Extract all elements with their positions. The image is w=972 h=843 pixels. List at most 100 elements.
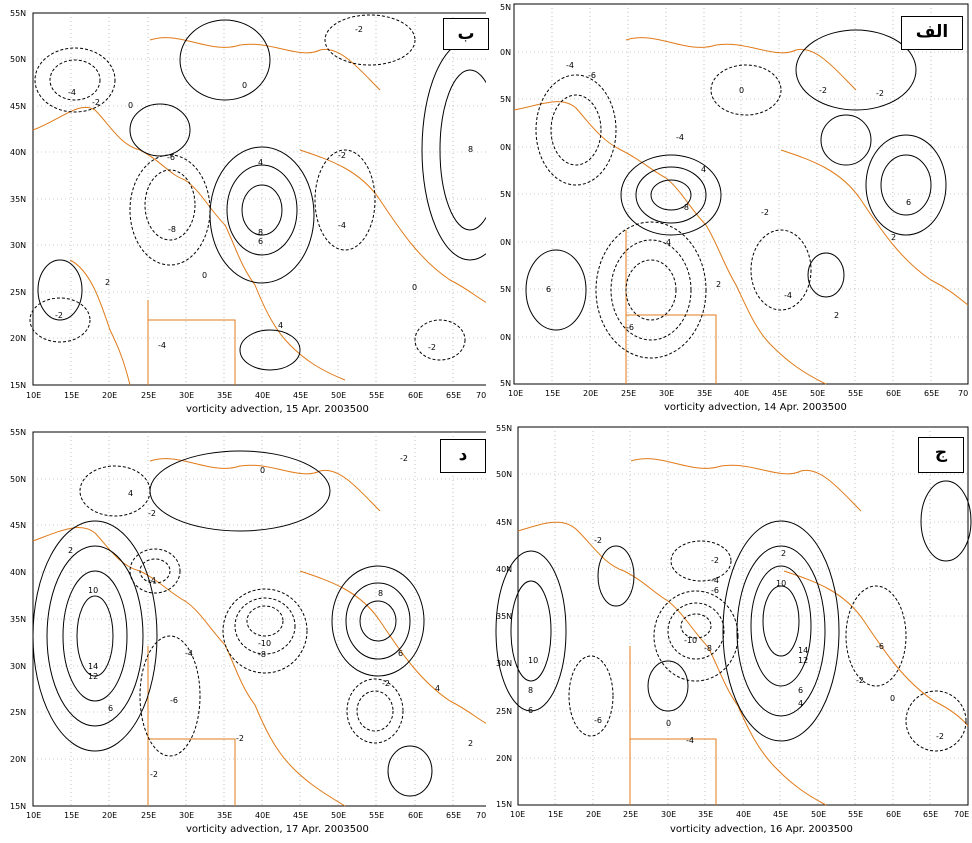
contour-label: 12 bbox=[88, 672, 98, 681]
lon-tick: 40E bbox=[255, 811, 270, 820]
contour-label: 8 bbox=[378, 589, 383, 598]
contour-label: -6 bbox=[170, 696, 178, 705]
lat-tick: 45N bbox=[10, 102, 26, 111]
contour-label: -6 bbox=[876, 642, 884, 651]
lon-tick: 15E bbox=[548, 810, 563, 819]
contour-label: -2 bbox=[711, 556, 719, 565]
contour-label: 4 bbox=[278, 321, 283, 330]
lon-tick-labels: 10E 15E 20E 25E 30E 35E 40E 45E 50E 55E … bbox=[26, 811, 486, 820]
contour-label: 10 bbox=[776, 579, 786, 588]
lat-tick: 50N bbox=[10, 475, 26, 484]
contours-dashed bbox=[29, 14, 466, 361]
lon-tick: 15E bbox=[545, 389, 560, 398]
contour-label: 4 bbox=[258, 158, 263, 167]
lon-tick: 60E bbox=[408, 391, 423, 400]
contour-label: -2 bbox=[856, 676, 864, 685]
lon-tick: 30E bbox=[179, 391, 194, 400]
contour-label: 0 bbox=[890, 694, 895, 703]
map-panel-alef: -4 -6 0 -2 -4 -8 4 -2 6 2 -2 -6 6 -4 2 4… bbox=[486, 0, 972, 421]
lon-tick: 55E bbox=[848, 389, 863, 398]
lon-tick: 15E bbox=[64, 811, 79, 820]
contour-label: -6 bbox=[711, 586, 719, 595]
lon-tick: 40E bbox=[734, 389, 749, 398]
lat-tick: 35N bbox=[10, 195, 26, 204]
lon-tick: 25E bbox=[623, 810, 638, 819]
contour-label: 6 bbox=[258, 237, 263, 246]
contour-label: -2 bbox=[355, 25, 363, 34]
contour-label: 2 bbox=[781, 549, 786, 558]
contour-label: -8 bbox=[258, 650, 266, 659]
contour-label: -2 bbox=[148, 509, 156, 518]
lon-tick: 35E bbox=[217, 391, 232, 400]
contour-label: 0 bbox=[260, 466, 265, 475]
lat-tick: 15N bbox=[496, 800, 512, 809]
lon-tick: 25E bbox=[621, 389, 636, 398]
lat-tick: 50N bbox=[10, 55, 26, 64]
lon-tick: 30E bbox=[659, 389, 674, 398]
contour-label: 6 bbox=[528, 706, 533, 715]
contour-label: 0 bbox=[739, 86, 744, 95]
contour-label: -6 bbox=[626, 323, 634, 332]
lat-tick: 30N bbox=[10, 241, 26, 250]
contour-label: 2 bbox=[105, 278, 110, 287]
lat-tick: 35N bbox=[10, 615, 26, 624]
lon-tick: 60E bbox=[408, 811, 423, 820]
contour-label: 0 bbox=[202, 271, 207, 280]
lat-tick: 45N bbox=[10, 521, 26, 530]
lon-tick: 65E bbox=[446, 391, 461, 400]
map-dal-svg: 0 -2 4 -2 2 -4 10 14 12 6 -4 -6 -10 -8 8… bbox=[10, 428, 486, 820]
lat-tick-labels: 55N 50N 45N 40N 35N 30N 25N 20N 15N bbox=[496, 424, 512, 809]
contour-label: 4 bbox=[701, 165, 706, 174]
contour-label: -4 bbox=[158, 341, 166, 350]
lat-tick: 5N bbox=[500, 190, 511, 199]
contour-label: 4 bbox=[435, 684, 440, 693]
lon-tick: 55E bbox=[369, 811, 384, 820]
contour-label: -4 bbox=[566, 61, 574, 70]
lon-tick: 20E bbox=[102, 811, 117, 820]
lat-tick: 45N bbox=[496, 518, 512, 527]
contour-label: 2 bbox=[891, 233, 896, 242]
contour-label: -2 bbox=[338, 151, 346, 160]
contour-label: 0 bbox=[128, 101, 133, 110]
map-jim-svg: -2 -2 2 -4 -6 -8 -10 10 14 12 6 4 -6 0 -… bbox=[495, 424, 972, 819]
lon-tick: 65E bbox=[924, 389, 939, 398]
contour-label: 0 bbox=[666, 719, 671, 728]
lat-tick: 0N bbox=[500, 333, 511, 342]
panel-caption: vorticity advection, 15 Apr. 2003500 bbox=[186, 404, 369, 415]
panel-label: د bbox=[440, 439, 486, 473]
lon-tick: 50E bbox=[811, 810, 826, 819]
lat-tick: 25N bbox=[10, 288, 26, 297]
lat-tick: 55N bbox=[10, 9, 26, 18]
contours-solid bbox=[495, 480, 972, 742]
contour-labels: -2 -2 2 -4 -6 -8 -10 10 14 12 6 4 -6 0 -… bbox=[528, 536, 944, 745]
lat-tick: 5N bbox=[500, 95, 511, 104]
lon-tick: 55E bbox=[848, 810, 863, 819]
grid-lines bbox=[518, 427, 968, 805]
contour-label: 4 bbox=[128, 489, 133, 498]
contour-label: 6 bbox=[108, 704, 113, 713]
panel-caption: vorticity advection, 14 Apr. 2003500 bbox=[664, 402, 847, 413]
grid-lines bbox=[33, 432, 486, 806]
map-panel-dal: 0 -2 4 -2 2 -4 10 14 12 6 -4 -6 -10 -8 8… bbox=[0, 421, 486, 842]
lat-tick: 25N bbox=[496, 707, 512, 716]
map-frame bbox=[32, 12, 486, 386]
lon-tick: 35E bbox=[698, 810, 713, 819]
contour-label: -6 bbox=[594, 716, 602, 725]
lon-tick-labels: 10E 15E 20E 25E 30E 35E 40E 45E 50E 55E … bbox=[508, 389, 968, 398]
lon-tick: 50E bbox=[810, 389, 825, 398]
lon-tick: 10E bbox=[26, 391, 41, 400]
lat-tick: 55N bbox=[10, 428, 26, 437]
contour-label: -4 bbox=[68, 88, 76, 97]
contour-label: -2 bbox=[382, 679, 390, 688]
coastlines bbox=[513, 37, 969, 385]
lon-tick: 70E bbox=[476, 391, 486, 400]
contour-label: 0 bbox=[412, 283, 417, 292]
lat-tick: 5N bbox=[500, 3, 511, 12]
lat-tick: 0N bbox=[500, 48, 511, 57]
lat-tick: 5N bbox=[500, 285, 511, 294]
lon-tick: 50E bbox=[331, 811, 346, 820]
contour-label: 6 bbox=[906, 198, 911, 207]
contour-label: 10 bbox=[528, 656, 538, 665]
contour-label: 2 bbox=[834, 311, 839, 320]
lat-tick-labels: 5N 0N 5N 0N 5N 0N 5N 0N 5N bbox=[500, 3, 511, 388]
